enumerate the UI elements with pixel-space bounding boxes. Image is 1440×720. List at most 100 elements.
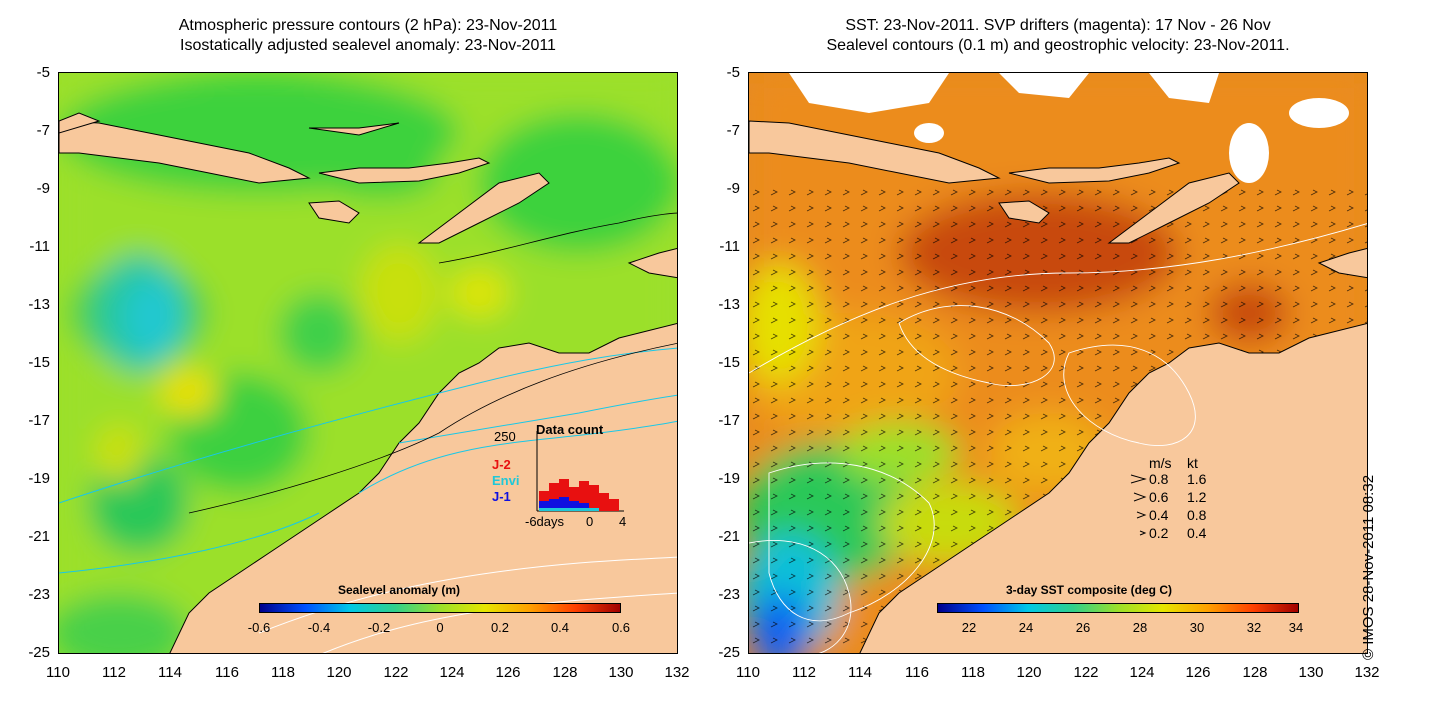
x-tick-label: 110: [736, 664, 760, 681]
right-cbar-tick: 26: [1075, 620, 1091, 635]
left-cbar-tick: 0: [436, 620, 444, 635]
legend-row-ms: 0.8: [1149, 471, 1169, 487]
y-tick-label: -5: [36, 64, 50, 81]
y-tick-label: -5: [726, 64, 740, 81]
x-tick-label: 114: [158, 664, 182, 681]
x-tick-label: 130: [1298, 664, 1324, 681]
sst-map[interactable]: m/s kt 0.8 1.6 0.6 1.2 0.4 0.8 0.2 0.4 3…: [748, 72, 1368, 654]
sealevel-anomaly-field: [59, 73, 677, 653]
right-title-line-1: SST: 23-Nov-2011. SVP drifters (magenta)…: [845, 17, 1271, 34]
right-map-title: SST: 23-Nov-2011. SVP drifters (magenta)…: [748, 16, 1368, 56]
left-map-title: Atmospheric pressure contours (2 hPa): 2…: [58, 16, 678, 56]
left-title-line-1: Atmospheric pressure contours (2 hPa): 2…: [178, 17, 558, 34]
y-tick-label: -19: [28, 470, 50, 487]
y-tick-label: -21: [718, 528, 740, 545]
inset-series-j2: J-2: [492, 457, 511, 472]
x-tick-label: 116: [905, 664, 929, 681]
right-cbar-tick: 24: [1018, 620, 1034, 635]
sst-field: [749, 73, 1367, 653]
sealevel-anomaly-map[interactable]: Data count 250 J-2 Envi J-1: [58, 72, 678, 654]
inset-x-label-start: -6days: [525, 514, 565, 529]
y-tick-label: -9: [726, 180, 740, 197]
legend-row-kt: 1.2: [1187, 489, 1207, 505]
x-tick-label: 110: [46, 664, 70, 681]
y-tick-label: -17: [718, 412, 740, 429]
left-cbar-tick: -0.4: [307, 620, 331, 635]
right-cbar-tick: 30: [1189, 620, 1205, 635]
inset-series-j1: J-1: [492, 489, 511, 504]
sealevel-colorbar: [259, 603, 621, 613]
y-tick-label: -25: [28, 644, 50, 661]
right-title-line-2: Sealevel contours (0.1 m) and geostrophi…: [826, 37, 1290, 54]
velocity-legend: m/s kt 0.8 1.6 0.6 1.2 0.4 0.8 0.2 0.4: [1129, 455, 1239, 545]
y-tick-label: -9: [36, 180, 50, 197]
sealevel-contours: [749, 223, 1367, 653]
inset-x-label-end: 4: [619, 514, 627, 529]
x-tick-label: 120: [326, 664, 352, 681]
right-colorbar-label: 3-day SST composite (deg C): [1005, 583, 1173, 597]
x-tick-label: 116: [215, 664, 239, 681]
land-mass: [749, 120, 1367, 653]
right-cbar-tick: 32: [1246, 620, 1262, 635]
inset-max-label: 250: [494, 429, 516, 444]
x-tick-label: 128: [552, 664, 578, 681]
y-tick-label: -7: [36, 122, 50, 139]
x-tick-label: 122: [1073, 664, 1099, 681]
inset-series-envi: Envi: [492, 473, 520, 488]
left-cbar-tick: 0.6: [611, 620, 631, 635]
legend-header-kt: kt: [1187, 455, 1198, 471]
y-tick-label: -11: [29, 238, 50, 255]
legend-row-ms: 0.4: [1149, 507, 1169, 523]
y-tick-label: -13: [28, 296, 50, 313]
cloud-mask: [789, 73, 1349, 183]
x-tick-label: 118: [271, 664, 295, 681]
x-tick-label: 112: [102, 664, 126, 681]
left-title-line-2: Isostatically adjusted sealevel anomaly:…: [180, 37, 556, 54]
right-cbar-tick: 22: [961, 620, 977, 635]
right-cbar-tick: 28: [1132, 620, 1148, 635]
y-tick-label: -11: [719, 238, 740, 255]
legend-arrows: [1130, 474, 1147, 536]
y-tick-label: -7: [726, 122, 740, 139]
x-tick-label: 128: [1242, 664, 1268, 681]
land-mass: [59, 112, 677, 653]
x-tick-label: 122: [383, 664, 409, 681]
left-cbar-tick: -0.6: [247, 620, 271, 635]
x-tick-label: 126: [495, 664, 521, 681]
y-tick-label: -15: [28, 354, 50, 371]
y-tick-label: -15: [718, 354, 740, 371]
y-tick-label: -25: [718, 644, 740, 661]
y-tick-label: -23: [718, 586, 740, 603]
inset-bars: [536, 431, 624, 512]
legend-row-kt: 0.8: [1187, 507, 1207, 523]
x-tick-label: 132: [664, 664, 690, 681]
x-tick-label: 124: [1129, 664, 1155, 681]
x-tick-label: 132: [1354, 664, 1380, 681]
right-cbar-tick: 34: [1288, 620, 1304, 635]
y-tick-label: -23: [28, 586, 50, 603]
sst-colorbar: [937, 603, 1299, 613]
left-cbar-tick: 0.2: [490, 620, 510, 635]
y-tick-label: -21: [28, 528, 50, 545]
legend-row-kt: 0.4: [1187, 525, 1207, 541]
x-tick-label: 118: [961, 664, 985, 681]
imos-credit: © IMOS 28-Nov-2011 08:32: [1360, 474, 1377, 660]
x-tick-label: 112: [792, 664, 816, 681]
inset-title: Data count: [536, 422, 604, 437]
x-tick-label: 130: [608, 664, 634, 681]
legend-row-ms: 0.2: [1149, 525, 1169, 541]
left-cbar-tick: -0.2: [367, 620, 391, 635]
y-tick-label: -13: [718, 296, 740, 313]
x-tick-label: 124: [439, 664, 465, 681]
legend-header-ms: m/s: [1149, 455, 1172, 471]
x-tick-label: 114: [848, 664, 872, 681]
x-tick-label: 126: [1185, 664, 1211, 681]
left-colorbar-label: Sealevel anomaly (m): [337, 583, 461, 597]
x-tick-label: 120: [1016, 664, 1042, 681]
y-tick-label: -19: [718, 470, 740, 487]
legend-row-ms: 0.6: [1149, 489, 1169, 505]
left-cbar-tick: 0.4: [550, 620, 570, 635]
data-count-inset: Data count 250 J-2 Envi J-1: [489, 417, 677, 537]
legend-row-kt: 1.6: [1187, 471, 1207, 487]
y-tick-label: -17: [28, 412, 50, 429]
